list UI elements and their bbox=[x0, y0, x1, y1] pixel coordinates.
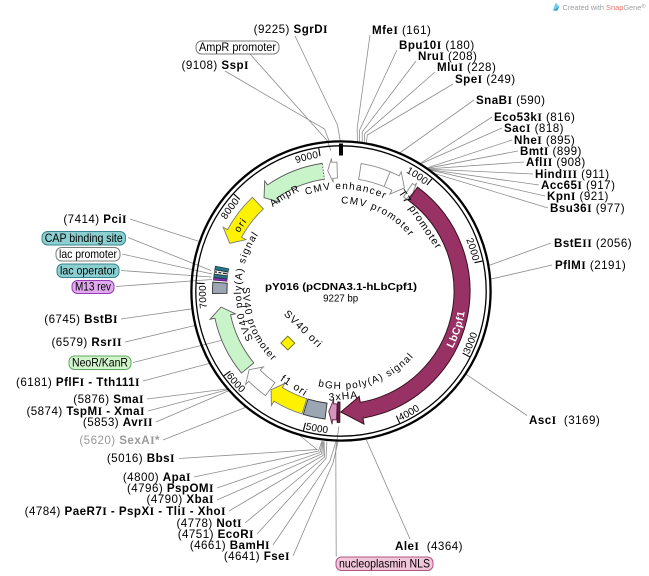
svg-text:lac operator: lac operator bbox=[60, 264, 116, 278]
svg-text:(4784) PaeR7I - PspXI - TliI -: (4784) PaeR7I - PspXI - TliI - XhoI bbox=[25, 505, 226, 518]
svg-text:(6181) PflFI - Tth111I: (6181) PflFI - Tth111I bbox=[16, 376, 140, 389]
svg-text:MluI (228): MluI (228) bbox=[437, 61, 496, 74]
svg-text:Bsu36I (977): Bsu36I (977) bbox=[550, 202, 625, 215]
svg-text:Acc65I (917): Acc65I (917) bbox=[541, 179, 615, 192]
svg-text:(4778) NotI: (4778) NotI bbox=[176, 517, 242, 530]
svg-text:(5874) TspMI - XmaI: (5874) TspMI - XmaI bbox=[26, 405, 145, 418]
svg-text:AleI (4364): AleI (4364) bbox=[395, 540, 463, 553]
svg-text:AflII (908): AflII (908) bbox=[526, 156, 586, 169]
svg-text:(9225) SgrDI: (9225) SgrDI bbox=[254, 23, 328, 36]
svg-text:KpnI (921): KpnI (921) bbox=[547, 190, 609, 203]
svg-text:(9108) SspI: (9108) SspI bbox=[182, 59, 250, 72]
svg-text:(4800) ApaI: (4800) ApaI bbox=[123, 471, 191, 484]
svg-text:BstEII (2056): BstEII (2056) bbox=[554, 237, 632, 250]
svg-text:CAP binding site: CAP binding site bbox=[45, 231, 123, 245]
svg-text:HindIII (911): HindIII (911) bbox=[535, 168, 610, 181]
svg-text:BmtI (899): BmtI (899) bbox=[520, 145, 582, 158]
svg-text:(5876) SmaI: (5876) SmaI bbox=[73, 393, 144, 406]
svg-text:nucleoplasmin NLS: nucleoplasmin NLS bbox=[339, 557, 430, 571]
svg-text:NruI (208): NruI (208) bbox=[418, 50, 477, 63]
svg-text:lac promoter: lac promoter bbox=[59, 247, 117, 261]
svg-text:Eco53kI (816): Eco53kI (816) bbox=[494, 111, 575, 124]
svg-text:(4751) EcoRI: (4751) EcoRI bbox=[178, 528, 254, 541]
svg-text:(7414) PciI: (7414) PciI bbox=[63, 213, 127, 226]
svg-text:(4641) FseI: (4641) FseI bbox=[224, 550, 290, 563]
svg-text:(5620) SexAI*: (5620) SexAI* bbox=[79, 434, 160, 447]
svg-text:AmpR promoter: AmpR promoter bbox=[199, 40, 276, 54]
svg-text:pY016 (pCDNA3.1-hLbCpf1): pY016 (pCDNA3.1-hLbCpf1) bbox=[265, 281, 417, 293]
svg-text:(6745) BstBI: (6745) BstBI bbox=[44, 313, 118, 326]
svg-text:9227 bp: 9227 bp bbox=[323, 294, 358, 305]
svg-text:MfeI (161): MfeI (161) bbox=[372, 24, 431, 37]
svg-text:7000: 7000 bbox=[198, 285, 210, 309]
svg-text:SpeI (249): SpeI (249) bbox=[455, 73, 516, 86]
svg-text:NeoR/KanR: NeoR/KanR bbox=[72, 356, 128, 370]
svg-text:SnaBI (590): SnaBI (590) bbox=[476, 94, 545, 107]
svg-text:Created with SnapGene®: Created with SnapGene® bbox=[563, 3, 646, 12]
svg-text:PflMI (2191): PflMI (2191) bbox=[555, 259, 626, 272]
svg-text:SacI (818): SacI (818) bbox=[504, 122, 564, 135]
svg-text:(4661) BamHI: (4661) BamHI bbox=[190, 539, 270, 552]
svg-text:NheI (895): NheI (895) bbox=[514, 134, 575, 147]
svg-text:5000: 5000 bbox=[305, 421, 329, 436]
svg-text:Bpu10I (180): Bpu10I (180) bbox=[399, 39, 475, 52]
svg-text:(5016) BbsI: (5016) BbsI bbox=[107, 452, 175, 465]
svg-text:AscI (3169): AscI (3169) bbox=[529, 414, 600, 427]
svg-text:(6579) RsrII: (6579) RsrII bbox=[51, 336, 122, 349]
svg-text:(4790) XbaI: (4790) XbaI bbox=[147, 493, 215, 506]
svg-text:3xHA: 3xHA bbox=[328, 389, 359, 404]
svg-text:(4796) PspOMI: (4796) PspOMI bbox=[127, 482, 214, 495]
svg-text:(5853) AvrII: (5853) AvrII bbox=[83, 416, 153, 429]
svg-text:M13 rev: M13 rev bbox=[75, 280, 111, 294]
